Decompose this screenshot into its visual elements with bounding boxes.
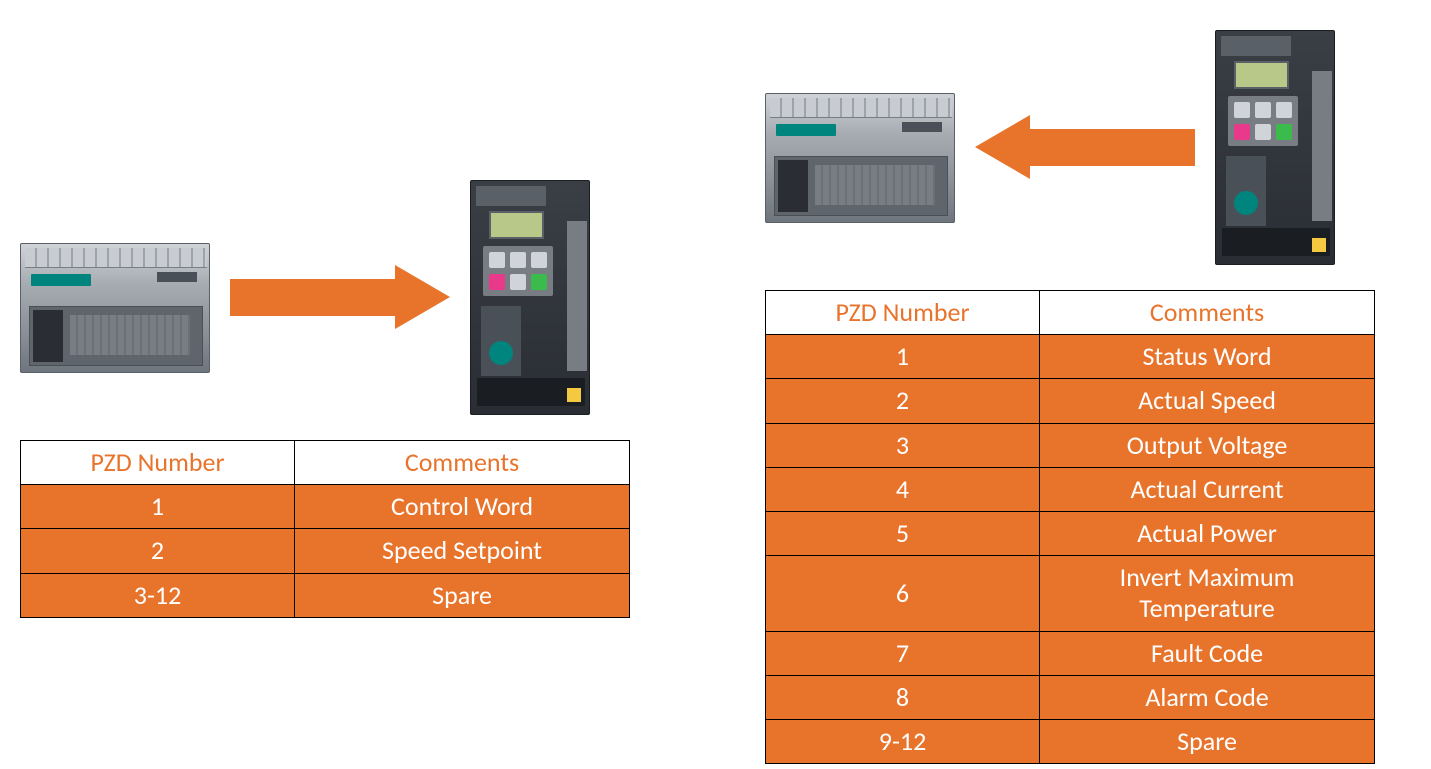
table-row: 9-12Spare [766, 719, 1375, 763]
table-row: 4Actual Current [766, 467, 1375, 511]
table-row: 1Control Word [21, 485, 630, 529]
cell-pzd-number: 2 [21, 529, 295, 573]
table-row: 2Actual Speed [766, 379, 1375, 423]
plc-to-drive-table: PZD Number Comments 1Control Word2Speed … [20, 440, 630, 618]
table-header-row: PZD Number Comments [21, 441, 630, 485]
cell-comments: Invert Maximum Temperature [1040, 556, 1375, 631]
cell-pzd-number: 4 [766, 467, 1040, 511]
cell-comments: Actual Power [1040, 511, 1375, 555]
table-row: 1Status Word [766, 335, 1375, 379]
cell-pzd-number: 3-12 [21, 573, 295, 617]
header-pzd-number: PZD Number [766, 291, 1040, 335]
cell-comments: Spare [295, 573, 630, 617]
arrow-right-icon [230, 265, 450, 330]
arrow-left-icon [975, 115, 1195, 180]
cell-pzd-number: 7 [766, 631, 1040, 675]
cell-pzd-number: 3 [766, 423, 1040, 467]
cell-pzd-number: 9-12 [766, 719, 1040, 763]
drive-to-plc-section: PZD Number Comments 1Status Word2Actual … [765, 30, 1375, 764]
table-row: 2Speed Setpoint [21, 529, 630, 573]
table-row: 5Actual Power [766, 511, 1375, 555]
drive-to-plc-table: PZD Number Comments 1Status Word2Actual … [765, 290, 1375, 764]
cell-comments: Output Voltage [1040, 423, 1375, 467]
cell-pzd-number: 2 [766, 379, 1040, 423]
cell-pzd-number: 1 [766, 335, 1040, 379]
plc-device-icon [20, 223, 210, 373]
plc-to-drive-section: PZD Number Comments 1Control Word2Speed … [20, 180, 630, 618]
cell-pzd-number: 5 [766, 511, 1040, 555]
left-device-row [20, 180, 630, 415]
drive-device-icon [1215, 30, 1335, 265]
cell-comments: Speed Setpoint [295, 529, 630, 573]
cell-pzd-number: 1 [21, 485, 295, 529]
left-table-body: 1Control Word2Speed Setpoint3-12Spare [21, 485, 630, 618]
cell-comments: Control Word [295, 485, 630, 529]
header-comments: Comments [295, 441, 630, 485]
table-row: 8Alarm Code [766, 675, 1375, 719]
table-row: 7Fault Code [766, 631, 1375, 675]
cell-comments: Actual Current [1040, 467, 1375, 511]
cell-comments: Spare [1040, 719, 1375, 763]
plc-device-icon [765, 73, 955, 223]
cell-comments: Alarm Code [1040, 675, 1375, 719]
drive-device-icon [470, 180, 590, 415]
right-device-row [765, 30, 1375, 265]
table-row: 3Output Voltage [766, 423, 1375, 467]
cell-comments: Actual Speed [1040, 379, 1375, 423]
cell-pzd-number: 6 [766, 556, 1040, 631]
cell-comments: Fault Code [1040, 631, 1375, 675]
cell-comments: Status Word [1040, 335, 1375, 379]
table-row: 3-12Spare [21, 573, 630, 617]
table-row: 6Invert Maximum Temperature [766, 556, 1375, 631]
header-pzd-number: PZD Number [21, 441, 295, 485]
right-table-body: 1Status Word2Actual Speed3Output Voltage… [766, 335, 1375, 764]
cell-pzd-number: 8 [766, 675, 1040, 719]
table-header-row: PZD Number Comments [766, 291, 1375, 335]
header-comments: Comments [1040, 291, 1375, 335]
